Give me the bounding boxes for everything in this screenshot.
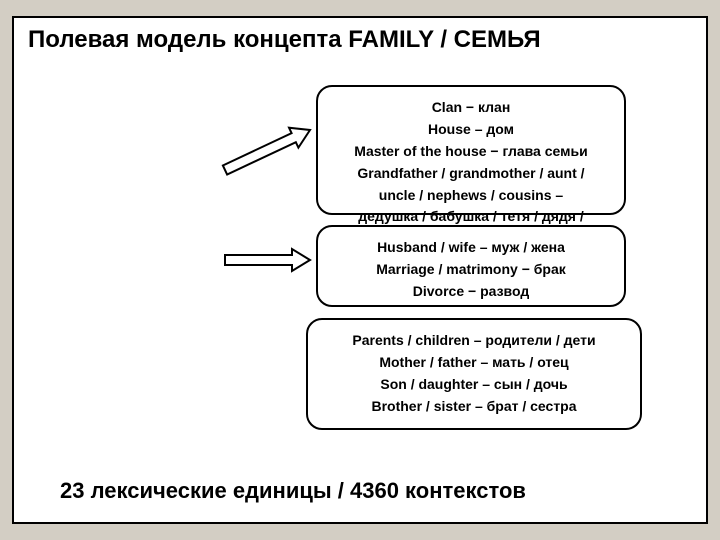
box-line: Parents / children – родители / дети	[320, 331, 628, 350]
footer-text: 23 лексические единицы / 4360 контекстов	[60, 478, 526, 504]
box-line: Master of the house − глава семьи	[330, 142, 612, 161]
box-line: Clan − клан	[330, 98, 612, 117]
box-line: Grandfather / grandmother / aunt /	[330, 164, 612, 183]
box-line: Mother / father – мать / отец	[320, 353, 628, 372]
arrow-icon	[205, 240, 330, 280]
box-line: Marriage / matrimony − брак	[330, 260, 612, 279]
concept-box-1: Clan − клан House – дом Master of the hous…	[316, 85, 626, 215]
box-line: uncle / nephews / cousins –	[330, 186, 612, 205]
box-line: Brother / sister – брат / сестра	[320, 397, 628, 416]
box-line: Divorce − развод	[330, 282, 612, 301]
box-line: House – дом	[330, 120, 612, 139]
page-title: Полевая модель концепта FAMILY / СЕМЬЯ	[28, 26, 692, 55]
box-line: дедушка / бабушка / тетя / дядя /	[330, 207, 612, 226]
concept-box-2: Husband / wife – муж / жена Marriage / ma…	[316, 225, 626, 307]
box-line: Husband / wife – муж / жена	[330, 238, 612, 257]
concept-box-3: Parents / children – родители / дети Moth…	[306, 318, 642, 430]
box-line: Son / daughter – сын / дочь	[320, 375, 628, 394]
arrow-icon	[205, 110, 330, 190]
